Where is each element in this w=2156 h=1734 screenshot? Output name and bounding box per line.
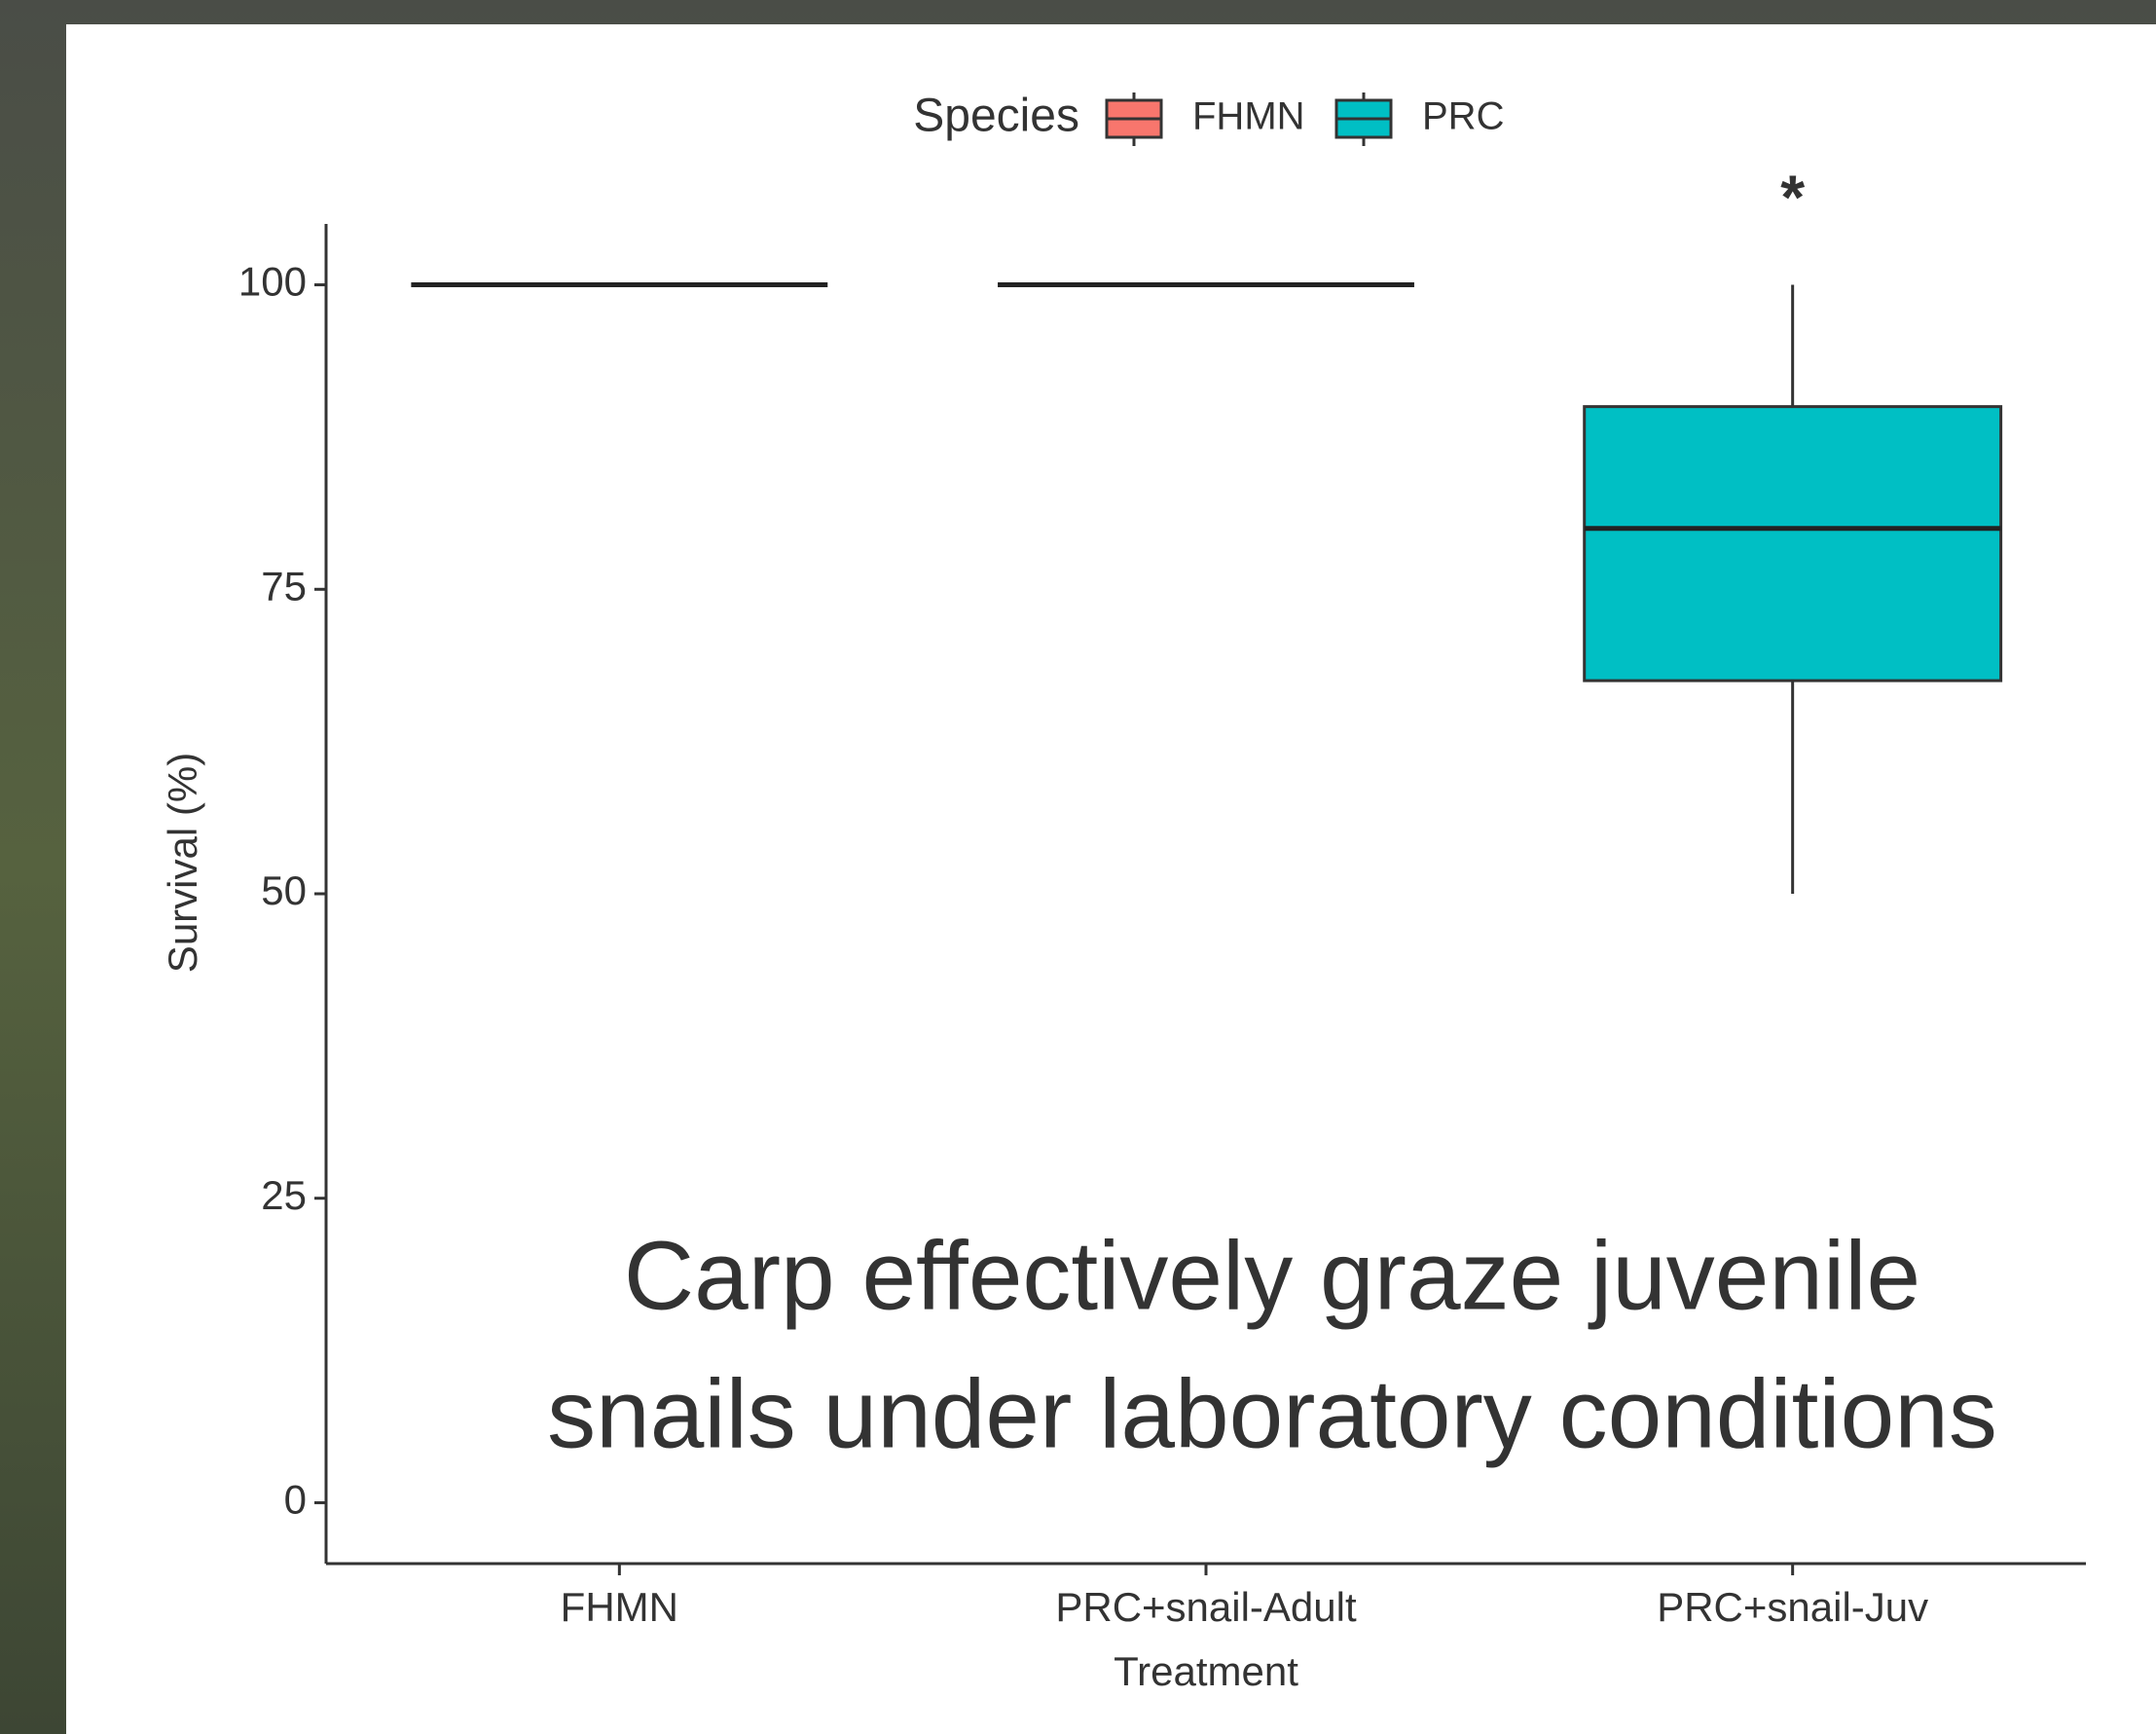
legend-label: PRC bbox=[1422, 95, 1504, 138]
y-tick-label: 50 bbox=[261, 867, 307, 913]
caption-line: Carp effectively graze juvenile bbox=[624, 1221, 1920, 1330]
x-tick-label: PRC+snail-Adult bbox=[1055, 1584, 1357, 1630]
legend-title: Species bbox=[913, 91, 1079, 142]
x-tick-label: PRC+snail-Juv bbox=[1657, 1584, 1928, 1630]
y-tick-label: 25 bbox=[261, 1172, 307, 1218]
y-tick-label: 100 bbox=[238, 259, 307, 305]
y-tick-label: 0 bbox=[284, 1477, 307, 1523]
chart: Species Survival (%) Treatment 0 25 50 75 10… bbox=[0, 0, 2156, 1734]
page: Species Survival (%) Treatment 0 25 50 75 10… bbox=[0, 0, 2156, 1734]
x-axis-label: Treatment bbox=[1114, 1648, 1298, 1694]
y-tick-label: 75 bbox=[261, 563, 307, 609]
chart-panel bbox=[66, 24, 2156, 1734]
legend-label: FHMN bbox=[1192, 95, 1305, 138]
significance-marker: * bbox=[1780, 162, 1805, 232]
box bbox=[1585, 407, 2001, 681]
caption-line: snails under laboratory conditions bbox=[547, 1359, 1997, 1468]
y-axis-label: Survival (%) bbox=[160, 753, 205, 973]
x-tick-label: FHMN bbox=[561, 1584, 678, 1630]
